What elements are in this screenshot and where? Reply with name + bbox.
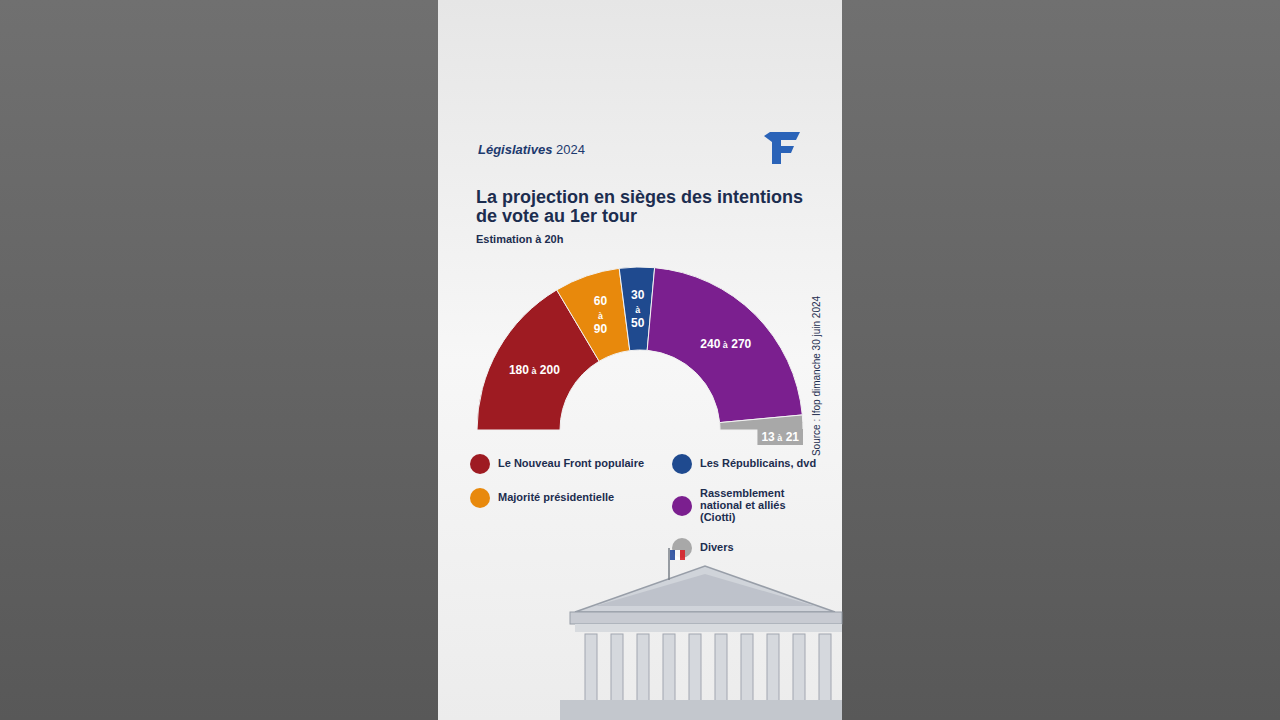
title: La projection en sièges des intentionsde… (476, 187, 803, 226)
label-part: 270 (728, 337, 752, 351)
data-label: 13 à 21 (761, 430, 799, 444)
label-part: 90 (594, 322, 608, 336)
stage: Législatives 2024 La projection en sièges… (0, 0, 1280, 720)
legend-swatch (470, 488, 490, 508)
steps (560, 700, 842, 720)
legend: Le Nouveau Front populaire Majorité prési… (470, 454, 816, 558)
line: national et alliés (700, 499, 786, 511)
card (438, 0, 842, 720)
background (0, 0, 1280, 720)
flag-white (675, 550, 680, 560)
legend-label: Majorité présidentielle (498, 491, 614, 503)
label-part: 200 (536, 363, 560, 377)
line: Majorité présidentielle (498, 491, 614, 503)
header-part: 2024 (556, 142, 585, 157)
label-part: 13 (761, 430, 775, 444)
line: Le Nouveau Front populaire (498, 457, 644, 469)
line: Divers (700, 541, 734, 553)
label-patch (757, 429, 803, 445)
label-part: 60 (594, 294, 608, 308)
arc-segment (557, 268, 630, 361)
legend-swatch (672, 496, 692, 516)
line: La projection en sièges des intentions (476, 187, 803, 207)
data-label: 60 à90 (594, 294, 608, 336)
arc-segment (647, 268, 802, 423)
source: Source : Ifop dimanche 30 juin 2024 (811, 296, 822, 457)
building (560, 548, 842, 720)
subtitle: Estimation à 20h (476, 233, 564, 245)
flag-red (680, 550, 685, 560)
pediment-inner (595, 574, 815, 606)
entablature (570, 612, 842, 624)
legend-swatch (470, 454, 490, 474)
label-part: à (598, 311, 604, 321)
line: Les Républicains, dvd (700, 457, 816, 469)
labels: 180 à 20060à9030à50240 à 27013 à 21 (509, 288, 803, 445)
label-part: 21 (782, 430, 799, 444)
flag-blue (670, 550, 675, 560)
line: Rassemblement (700, 487, 785, 499)
logo (764, 132, 800, 164)
legend-label: Les Républicains, dvd (700, 457, 816, 469)
label-part: à (635, 305, 641, 315)
label-part: 240 (700, 337, 720, 351)
label-part: 180 (509, 363, 529, 377)
plot (477, 267, 803, 430)
legend-label: Divers (700, 541, 734, 553)
line: (Ciotti) (700, 511, 736, 523)
data-label: 240 à 270 (700, 337, 751, 351)
pediment (575, 566, 835, 612)
frieze (575, 624, 842, 632)
data-label: 180 à 200 (509, 363, 560, 377)
header: Législatives 2024 (478, 142, 585, 157)
header-part: Législatives (478, 142, 556, 157)
line: de vote au 1er tour (476, 206, 637, 226)
legend-label: Le Nouveau Front populaire (498, 457, 644, 469)
legend-label: Rassemblementnational et alliés(Ciotti) (700, 487, 786, 523)
data-label: 30 à50 (631, 288, 645, 330)
legend-swatch (672, 454, 692, 474)
flagpole (668, 548, 670, 580)
label-part: 50 (631, 316, 645, 330)
arc-segment (720, 415, 803, 430)
label-part: 30 (631, 288, 645, 302)
